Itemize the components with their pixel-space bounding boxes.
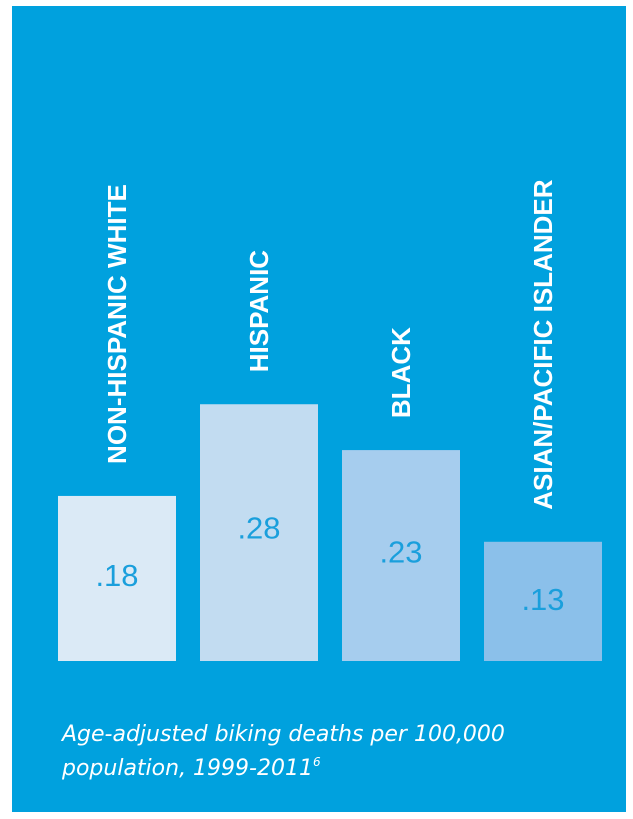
value-label-3: .13 <box>521 582 564 617</box>
category-label-3: ASIAN/PACIFIC ISLANDER <box>528 179 558 510</box>
chart-panel: .18 NON-HISPANIC WHITE .28 HISPANIC .23 BLACK… <box>12 6 626 812</box>
bar-0 <box>58 495 176 661</box>
value-label-0: .18 <box>95 558 138 593</box>
value-label-1: .28 <box>237 510 280 545</box>
caption-footnote: 6 <box>312 755 321 769</box>
value-label-2: .23 <box>379 534 422 569</box>
category-label-2: BLACK <box>386 327 416 418</box>
bar-3 <box>484 541 602 661</box>
bar-chart: .18 NON-HISPANIC WHITE .28 HISPANIC .23 BLACK… <box>58 179 602 661</box>
category-label-1: HISPANIC <box>244 250 274 373</box>
bar-2 <box>342 450 460 661</box>
bar-1 <box>200 404 318 661</box>
category-label-0: NON-HISPANIC WHITE <box>102 184 132 464</box>
chart-caption: Age-adjusted biking deaths per 100,000 p… <box>62 718 602 786</box>
caption-text: Age-adjusted biking deaths per 100,000 p… <box>62 722 505 781</box>
